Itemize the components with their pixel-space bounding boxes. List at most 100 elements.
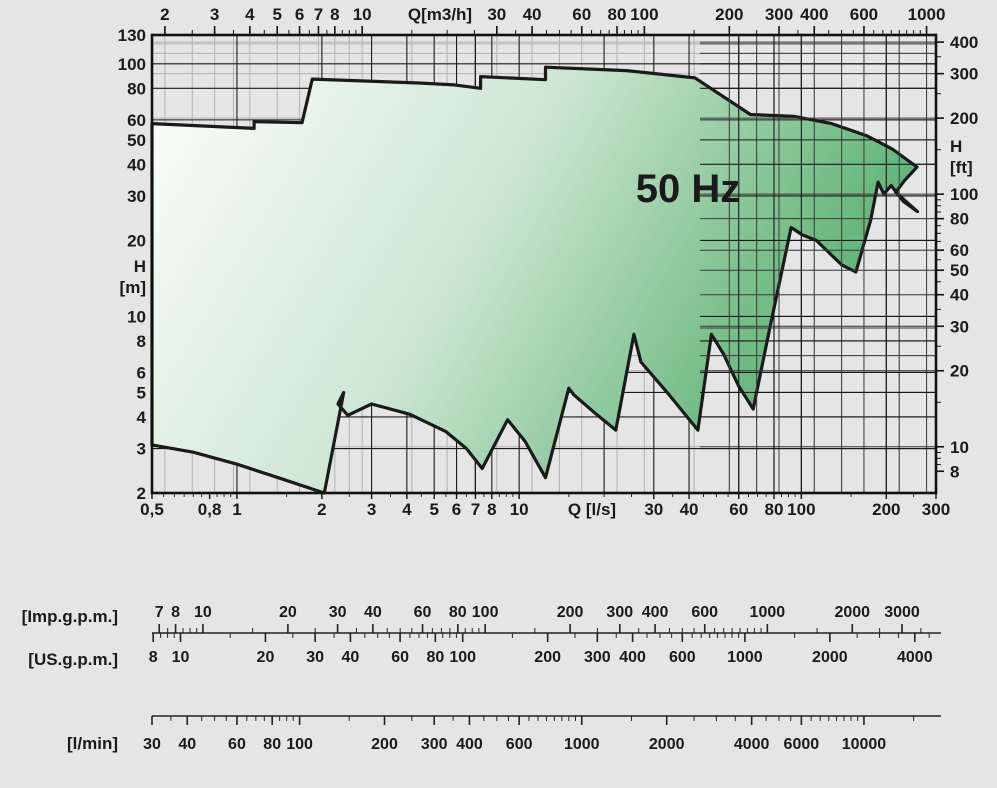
l-min-ruler-tick-label: 6000 <box>784 736 820 753</box>
l-min-ruler-tick-label: 4000 <box>734 736 770 753</box>
us-gpm-ruler-tick-label: 300 <box>584 649 611 666</box>
imp-gpm-ruler-tick-label: 3000 <box>884 604 920 621</box>
left-axis-tick-label: 5 <box>137 383 146 402</box>
right-axis-unit-label: [ft] <box>950 158 973 177</box>
left-axis-tick-label: 10 <box>127 307 146 326</box>
us-gpm-ruler-tick-label: 200 <box>534 649 561 666</box>
imp-gpm-ruler-tick-label: 2000 <box>834 604 870 621</box>
l-min-ruler-tick-label: 100 <box>286 736 313 753</box>
right-axis-tick-label: 10 <box>950 438 969 457</box>
axes-layer: 2 3 4 5 6 7 8 10 30 40 60 80 100 200 300 400 600 10000,5 0… <box>118 5 979 519</box>
top-axis-tick-label: 8 <box>330 5 339 24</box>
imp-gpm-ruler-tick-label: 40 <box>364 604 382 621</box>
l-min-ruler: 30 40 60 80 100 200 300 400 600 1000 2000 4000 6000 1… <box>143 715 941 753</box>
bottom-axis-tick-label: 80 <box>765 500 784 519</box>
top-axis-tick-label: 1000 <box>908 5 946 24</box>
left-axis-tick-label: 40 <box>127 155 146 174</box>
bottom-axis: 0,5 0,8 1 2 3 4 5 6 7 8 10 30 40 60 80 100 200 300 <box>140 493 950 519</box>
l-min-ruler-tick-label: 40 <box>178 736 196 753</box>
right-axis-tick-label: 300 <box>950 65 978 84</box>
imp-gpm-ruler-tick-label: 20 <box>279 604 297 621</box>
bottom-axis-tick-label: 3 <box>367 500 376 519</box>
us-gpm-ruler-tick-label: 8 <box>149 649 158 666</box>
top-axis-tick-label: 600 <box>850 5 878 24</box>
imp-gpm-ruler-tick-label: 8 <box>171 604 180 621</box>
us-gpm-ruler-tick-label: 4000 <box>897 649 933 666</box>
bottom-axis-tick-label: 60 <box>729 500 748 519</box>
bottom-axis-tick-label: 300 <box>922 500 950 519</box>
left-axis-tick-label: 50 <box>127 131 146 150</box>
grid-overlay-layer <box>700 35 936 493</box>
l-min-ruler-tick-label: 400 <box>456 736 483 753</box>
top-axis-tick-label: 4 <box>245 5 255 24</box>
bottom-axis-tick-label: 1 <box>232 500 241 519</box>
right-axis-tick-label: 50 <box>950 261 969 280</box>
bottom-axis-tick-label: 40 <box>680 500 699 519</box>
right-axis-tick-label: 100 <box>950 185 978 204</box>
right-axis-tick-label: 20 <box>950 362 969 381</box>
us-gpm-ruler-tick-label: 10 <box>172 649 190 666</box>
left-axis-tick-label: 80 <box>127 79 146 98</box>
left-axis-tick-label: 4 <box>137 408 147 427</box>
top-axis-tick-label: 30 <box>487 5 506 24</box>
right-axis-tick-label: 200 <box>950 109 978 128</box>
us-gpm-ruler-tick-label: 400 <box>619 649 646 666</box>
top-axis-unit-label: Q[m3/h] <box>408 5 472 24</box>
top-axis-tick-label: 200 <box>715 5 743 24</box>
us-gpm-ruler-tick-label: 600 <box>669 649 696 666</box>
right-axis-tick-label: 8 <box>950 462 959 481</box>
bottom-axis-tick-label: 6 <box>452 500 461 519</box>
imp-gpm-ruler: 7 8 10 20 30 40 60 80 100 200 300 400 600 1000 2000 300… <box>152 604 941 634</box>
imp-gpm-ruler-tick-label: 200 <box>557 604 584 621</box>
bottom-axis-tick-label: 5 <box>429 500 438 519</box>
top-axis-tick-label: 10 <box>353 5 372 24</box>
imp-gpm-ruler-tick-label: 60 <box>414 604 432 621</box>
left-axis-tick-label: 2 <box>137 484 146 503</box>
us-gpm-ruler-tick-label: 2000 <box>812 649 848 666</box>
bottom-axis-tick-label: 7 <box>471 500 480 519</box>
left-axis-tick-label: 8 <box>137 332 146 351</box>
right-axis-tick-label: 30 <box>950 317 969 336</box>
right-axis-tick-label: 400 <box>950 33 978 52</box>
imp-gpm-ruler-tick-label: 400 <box>642 604 669 621</box>
bottom-axis-tick-label: 30 <box>644 500 663 519</box>
us-gpm-ruler: 8 10 20 30 40 60 80 100 200 300 400 600 1000 2000 4000 <box>149 633 933 666</box>
us-gpm-ruler-tick-label: 1000 <box>727 649 763 666</box>
left-axis-tick-label: 3 <box>137 440 146 459</box>
imp-gpm-ruler-tick-label: 80 <box>449 604 467 621</box>
plot-frame <box>150 33 938 495</box>
left-axis-tick-label: 60 <box>127 111 146 130</box>
frequency-title: 50 Hz <box>636 167 741 211</box>
left-axis-tick-label: 100 <box>118 55 146 74</box>
us-gpm-ruler-tick-label: 30 <box>306 649 324 666</box>
us-gpm-ruler-tick-label: 40 <box>342 649 360 666</box>
bottom-axis-unit-label: Q [l/s] <box>568 500 616 519</box>
bottom-axis-tick-label: 0,8 <box>198 500 222 519</box>
bottom-axis-tick-label: 2 <box>317 500 326 519</box>
l-min-ruler-tick-label: 600 <box>506 736 533 753</box>
imp-gpm-ruler-tick-label: 7 <box>155 604 164 621</box>
left-axis-tick-label: 130 <box>118 26 146 45</box>
bottom-axis-tick-label: 100 <box>787 500 815 519</box>
l-min-ruler-tick-label: 80 <box>263 736 281 753</box>
left-axis-unit-label: [m] <box>120 278 146 297</box>
l-min-ruler-tick-label: 1000 <box>564 736 600 753</box>
top-axis-tick-label: 400 <box>800 5 828 24</box>
l-min-ruler-tick-label: 2000 <box>649 736 685 753</box>
operating-envelope-layer <box>150 65 920 495</box>
left-axis-tick-label: 6 <box>137 363 146 382</box>
imp-gpm-ruler-tick-label: 10 <box>194 604 212 621</box>
operating-envelope-area <box>150 65 920 495</box>
us-gpm-ruler-tick-label: 20 <box>257 649 275 666</box>
imp-gpm-ruler-tick-label: 100 <box>472 604 499 621</box>
top-axis-tick-label: 7 <box>314 5 323 24</box>
imp-gpm-ruler-tick-label: 30 <box>329 604 347 621</box>
us-gpm-scale-label: [US.g.p.m.] <box>28 650 118 669</box>
bottom-axis-tick-label: 0,5 <box>140 500 164 519</box>
top-axis-tick-label: 80 <box>608 5 627 24</box>
right-axis-tick-label: 60 <box>950 241 969 260</box>
us-gpm-ruler-tick-label: 100 <box>449 649 476 666</box>
l-min-ruler-tick-label: 200 <box>371 736 398 753</box>
top-axis-tick-label: 6 <box>295 5 304 24</box>
